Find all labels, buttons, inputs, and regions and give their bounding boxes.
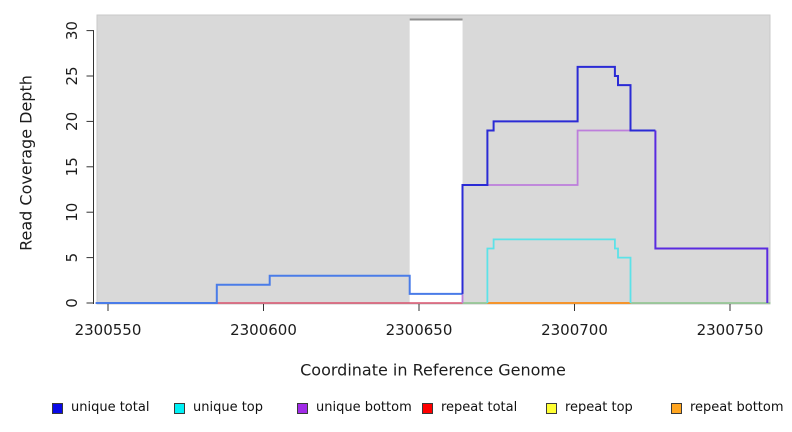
y-axis-tick-label: 30: [63, 21, 81, 40]
y-axis-title: Read Coverage Depth: [16, 75, 36, 251]
legend-item-unique-bottom: unique bottom: [297, 400, 412, 416]
y-axis-tick-label: 20: [63, 112, 81, 131]
legend-item-repeat-bottom: repeat bottom: [671, 400, 784, 416]
unique-bottom-swatch-icon: [297, 402, 308, 414]
unique-total-line: [461, 65, 656, 294]
legend-label: repeat top: [565, 400, 633, 415]
unique-top-line: [486, 238, 632, 303]
x-axis-tick-label: 2300700: [541, 321, 608, 339]
repeat-total-swatch-icon: [422, 402, 433, 414]
legend-item-repeat-top: repeat top: [546, 400, 633, 416]
legend-item-unique-top: unique top: [174, 400, 263, 416]
x-axis-tick-label: 2300750: [697, 321, 764, 339]
y-axis-tick-label: 25: [63, 66, 81, 85]
masked-region: [409, 19, 463, 303]
legend-item-repeat-total: repeat total: [422, 400, 517, 416]
legend-label: unique top: [193, 400, 264, 415]
unique-top-swatch-icon: [174, 402, 185, 414]
unique-total-overlap-tail-line: [654, 130, 769, 303]
repeat-top-swatch-icon: [546, 402, 557, 414]
legend-label: unique total: [71, 400, 150, 415]
repeat-bottom-swatch-icon: [671, 402, 682, 414]
y-axis-tick-label: 15: [63, 157, 81, 176]
x-axis-title: Coordinate in Reference Genome: [300, 360, 566, 380]
coverage-plot-svg: 0 5 10 15 20 25 30 2300550 2300600 2300650 2300700…: [63, 14, 771, 339]
legend: unique total unique top unique bottom re…: [0, 400, 792, 420]
y-axis-tick-label: 5: [63, 253, 81, 263]
y-axis-tick-label: 10: [63, 203, 81, 222]
x-axis-tick-label: 2300600: [230, 321, 297, 339]
legend-label: repeat bottom: [690, 400, 784, 415]
y-axis-tick-label: 0: [63, 298, 81, 308]
x-axis-tick-label: 2300550: [75, 321, 142, 339]
unique-total-swatch-icon: [52, 402, 63, 414]
legend-label: unique bottom: [316, 400, 412, 415]
legend-label: repeat total: [441, 400, 518, 415]
unique-total-left-line: [95, 274, 463, 304]
legend-item-unique-total: unique total: [52, 400, 149, 416]
x-axis-tick-label: 2300650: [386, 321, 453, 339]
